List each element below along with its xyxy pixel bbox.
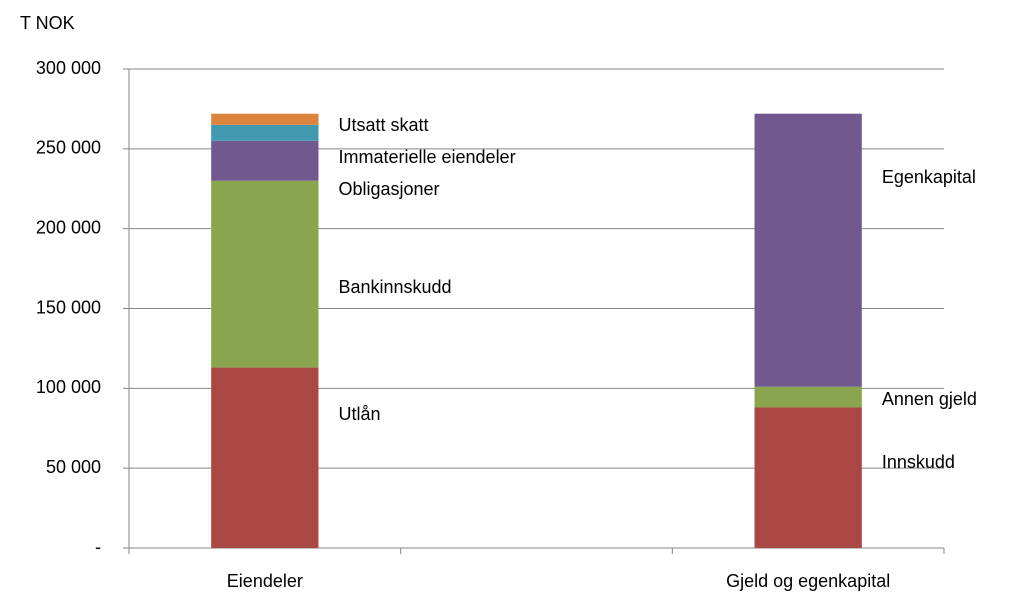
segment-label: Utlån [338,404,380,424]
segment-label: Obligasjoner [338,179,439,199]
y-tick-label: 250 000 [36,138,101,158]
bar-segment [211,124,319,141]
segment-label: Innskudd [882,452,955,472]
x-tick-label: Eiendeler [227,571,303,591]
y-tick-label: 50 000 [46,457,101,477]
y-tick-label: 100 000 [36,377,101,397]
bar-segment [754,386,862,408]
x-tick-label: Gjeld og egenkapital [726,571,890,591]
y-axis-label: T NOK [20,13,75,33]
segment-label: Annen gjeld [882,389,977,409]
segment-label: Immaterielle eiendeler [338,147,515,167]
bar-segment [211,113,319,125]
segment-label: Egenkapital [882,167,976,187]
segment-label: Bankinnskudd [338,277,451,297]
y-tick-label: - [95,537,101,557]
bar-segment [754,113,862,387]
bar-segment [211,140,319,181]
y-tick-label: 200 000 [36,217,101,237]
y-tick-label: 150 000 [36,297,101,317]
bar-segment [211,367,319,548]
bar-segment [754,407,862,548]
y-tick-label: 300 000 [36,58,101,78]
segment-label: Utsatt skatt [338,115,428,135]
bar-segment [211,180,319,368]
